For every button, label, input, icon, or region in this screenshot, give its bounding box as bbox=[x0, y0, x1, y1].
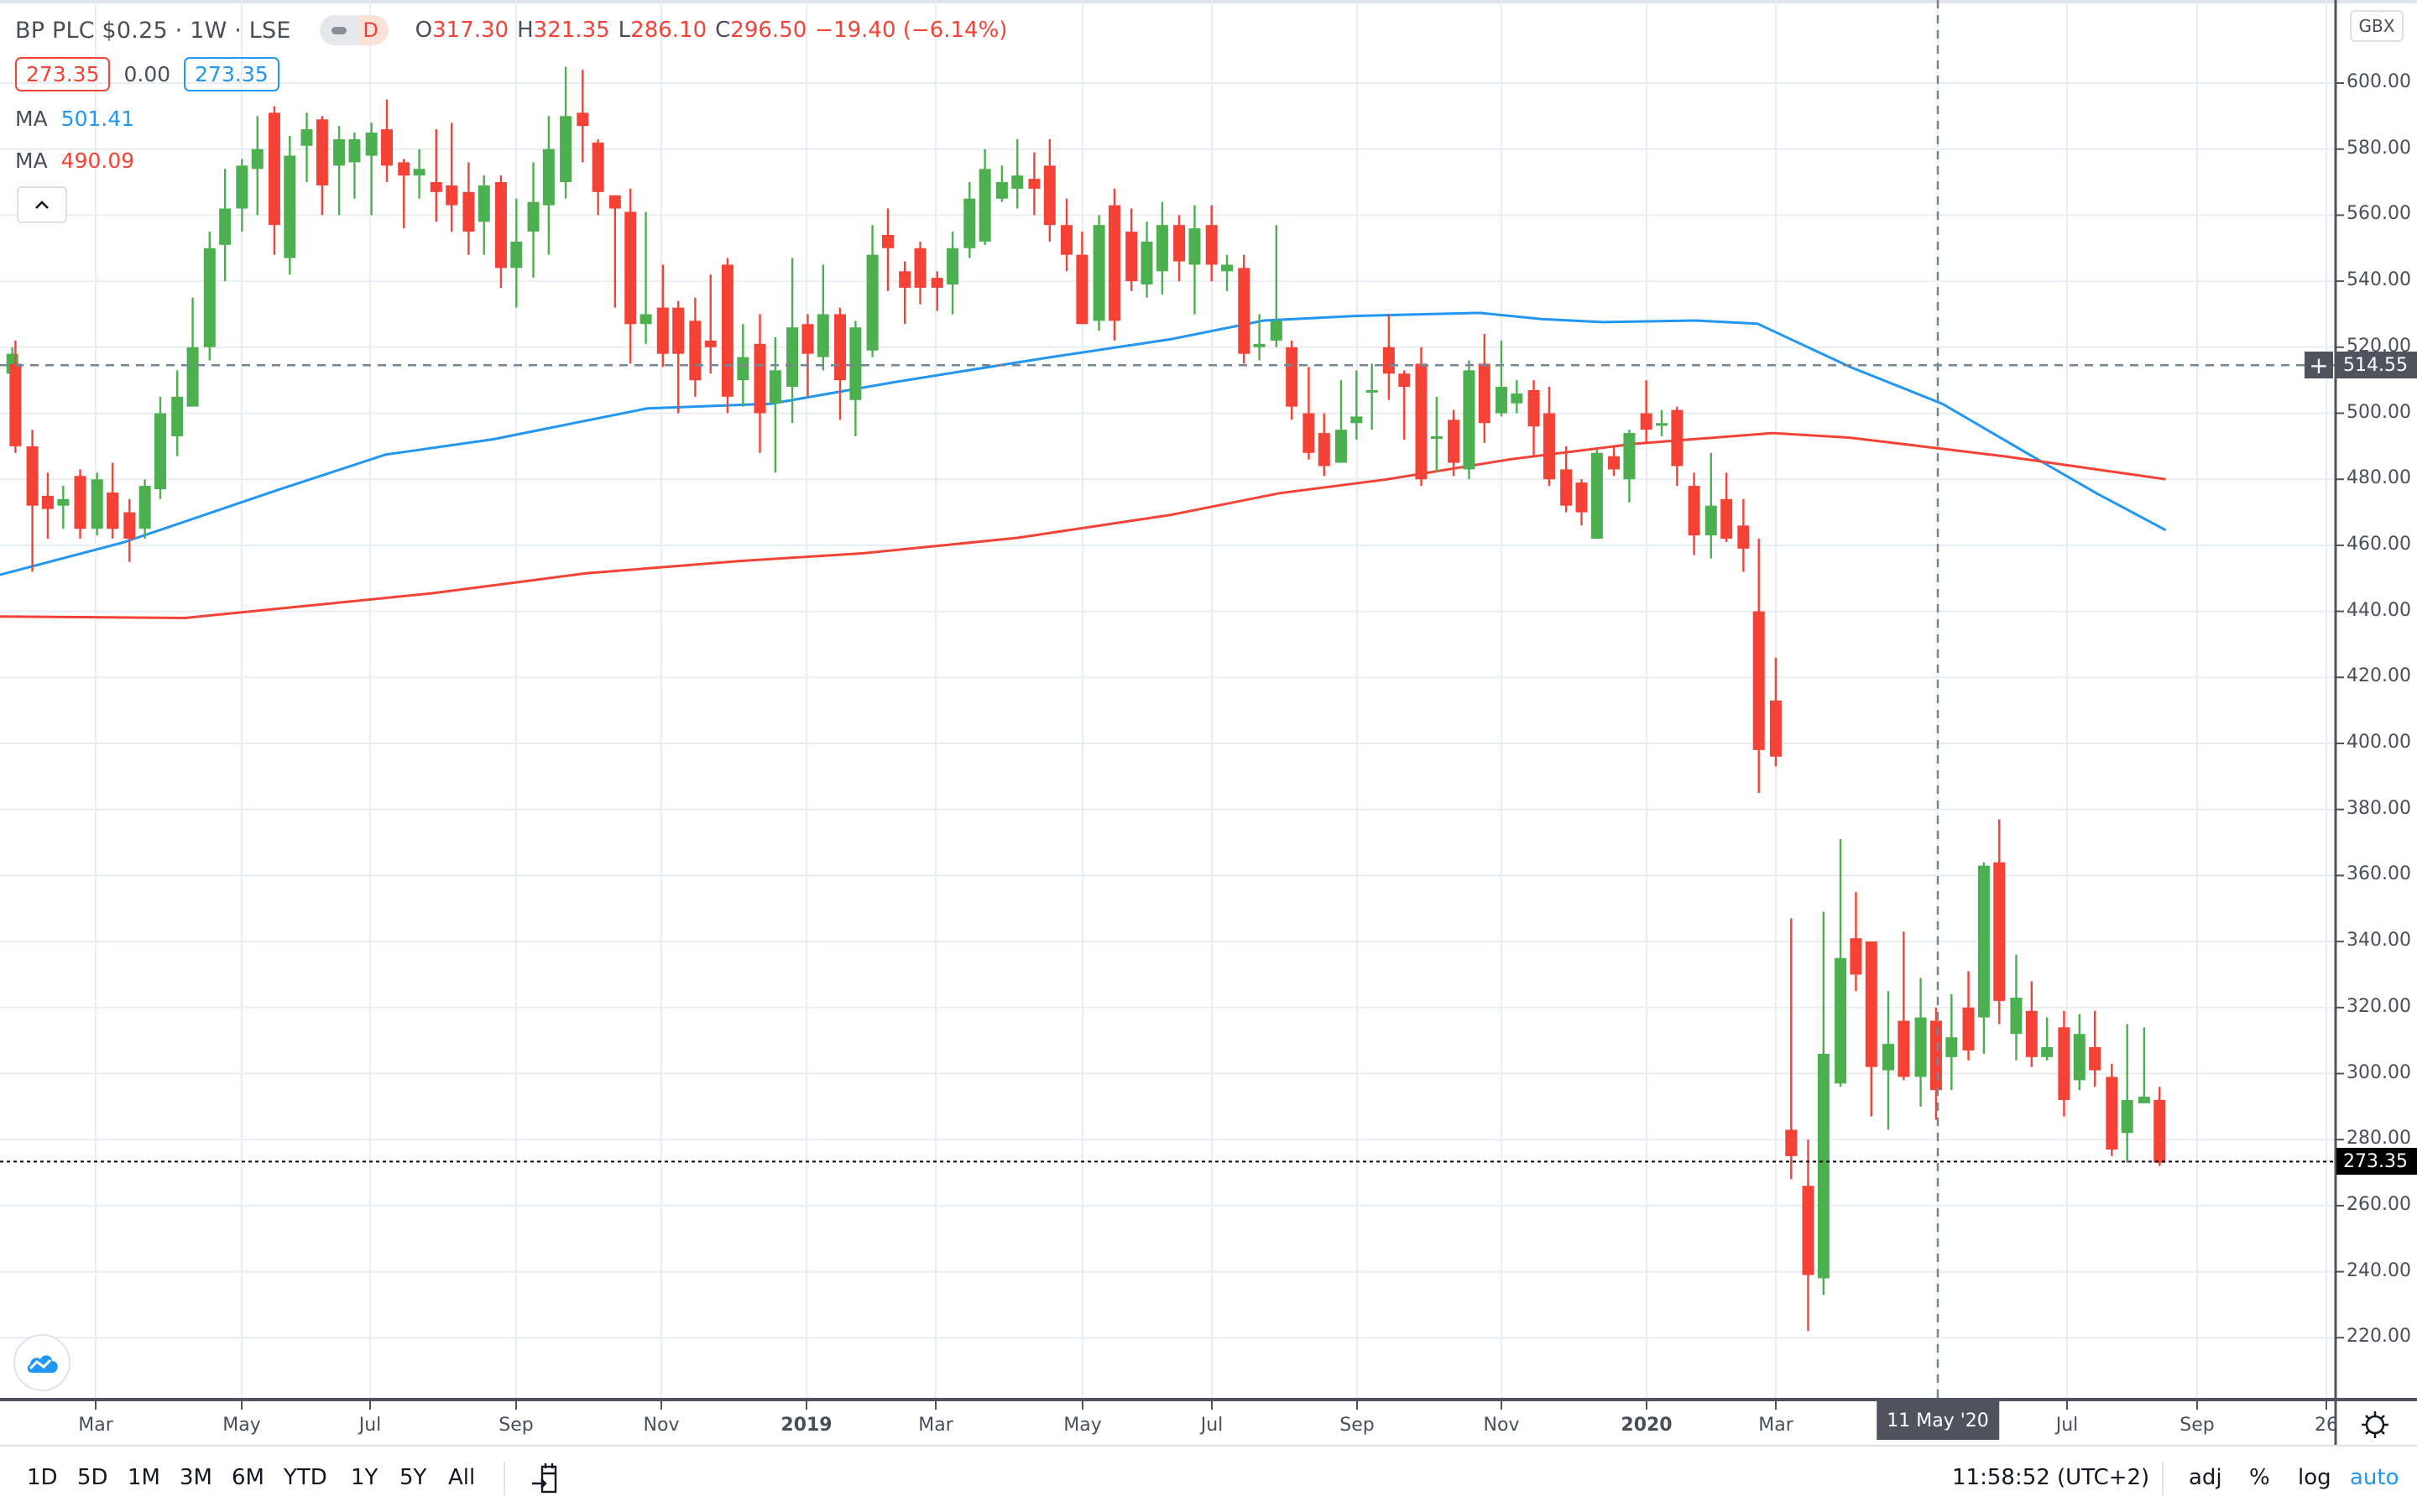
price-tick-label: 340.00 bbox=[2347, 930, 2411, 952]
last-price-label: 273.35 bbox=[2336, 1148, 2417, 1176]
percent-scale-toggle[interactable]: % bbox=[2249, 1465, 2270, 1490]
time-tick-label: Jul bbox=[1200, 1415, 1224, 1436]
time-tick-label: Jul bbox=[358, 1415, 382, 1436]
range-ytd-button[interactable]: YTD bbox=[284, 1465, 327, 1490]
price-tick-label: 480.00 bbox=[2347, 467, 2411, 489]
range-5y-button[interactable]: 5Y bbox=[399, 1465, 427, 1490]
open-label: O bbox=[415, 18, 433, 43]
sell-price-button[interactable]: 273.35 bbox=[15, 57, 111, 91]
price-tick-label: 280.00 bbox=[2347, 1128, 2411, 1150]
price-tick-label: 220.00 bbox=[2347, 1326, 2411, 1348]
chart-legend: BP PLC $0.25 · 1W · LSE D O317.30 H321.35… bbox=[15, 12, 1007, 175]
indicator-ma-slow[interactable]: MA 490.09 bbox=[15, 145, 1007, 175]
time-tick-label: 2020 bbox=[1621, 1415, 1673, 1436]
adjust-dividends-toggle[interactable]: adj bbox=[2189, 1465, 2222, 1490]
price-tick-label: 560.00 bbox=[2347, 203, 2411, 225]
spread-value: 0.00 bbox=[123, 62, 171, 86]
market-status-badge[interactable]: D bbox=[319, 15, 389, 45]
delayed-data-badge: D bbox=[358, 15, 389, 45]
bottom-toolbar: 1D 5D 1M 3M 6M YTD 1Y 5Y All 11:58:52 (U… bbox=[0, 1445, 2417, 1512]
time-tick-label: Jul bbox=[2055, 1415, 2079, 1436]
indicator-label: MA bbox=[15, 148, 48, 173]
auto-scale-toggle[interactable]: auto bbox=[2350, 1465, 2399, 1490]
currency-button[interactable]: GBX bbox=[2350, 10, 2404, 42]
range-3m-button[interactable]: 3M bbox=[180, 1465, 212, 1490]
range-1d-button[interactable]: 1D bbox=[27, 1465, 58, 1490]
toolbar-divider bbox=[504, 1462, 505, 1495]
range-all-button[interactable]: All bbox=[448, 1465, 476, 1490]
price-tick-label: 240.00 bbox=[2347, 1259, 2411, 1281]
price-tick-label: 460.00 bbox=[2347, 533, 2411, 555]
change-value: −19.40 (−6.14%) bbox=[815, 18, 1008, 43]
time-tick-label: Nov bbox=[1483, 1415, 1520, 1436]
time-tick-label: Sep bbox=[1339, 1415, 1375, 1436]
time-tick-label: 2019 bbox=[780, 1415, 833, 1436]
time-tick-label: Sep bbox=[499, 1415, 534, 1436]
bid-ask-row: 273.35 0.00 273.35 bbox=[15, 57, 1007, 91]
close-value: 296.50 bbox=[730, 18, 807, 43]
price-tick-label: 260.00 bbox=[2347, 1193, 2411, 1215]
legend-title-row: BP PLC $0.25 · 1W · LSE D O317.30 H321.35… bbox=[15, 12, 1007, 49]
price-tick-label: 440.00 bbox=[2347, 599, 2411, 621]
price-tick-label: 360.00 bbox=[2347, 863, 2411, 885]
time-tick-label: May bbox=[222, 1415, 261, 1436]
market-status-icon bbox=[319, 15, 358, 45]
high-label: H bbox=[517, 18, 534, 43]
indicator-value: 501.41 bbox=[60, 106, 135, 131]
range-1y-button[interactable]: 1Y bbox=[351, 1465, 378, 1490]
range-5d-button[interactable]: 5D bbox=[77, 1465, 108, 1490]
clock-timezone[interactable]: 11:58:52 (UTC+2) bbox=[1952, 1465, 2150, 1490]
log-scale-toggle[interactable]: log bbox=[2298, 1465, 2331, 1490]
time-tick-label: 26 bbox=[2315, 1415, 2338, 1436]
low-label: L bbox=[618, 18, 631, 43]
chevron-up-icon bbox=[35, 201, 49, 209]
buy-price-button[interactable]: 273.35 bbox=[184, 57, 279, 91]
price-tick-label: 500.00 bbox=[2347, 401, 2411, 423]
price-tick-label: 580.00 bbox=[2347, 137, 2411, 159]
cloud-logo-icon bbox=[27, 1355, 58, 1373]
range-6m-button[interactable]: 6M bbox=[232, 1465, 264, 1490]
high-value: 321.35 bbox=[533, 18, 610, 43]
indicator-ma-fast[interactable]: MA 501.41 bbox=[15, 103, 1007, 133]
time-tick-label: Sep bbox=[2179, 1415, 2215, 1436]
price-tick-label: 300.00 bbox=[2347, 1061, 2411, 1083]
open-value: 317.30 bbox=[432, 18, 509, 43]
price-tick-label: 420.00 bbox=[2347, 665, 2411, 687]
time-tick-label: Mar bbox=[918, 1415, 953, 1436]
price-tick-label: 600.00 bbox=[2347, 71, 2411, 92]
settings-gear-icon[interactable] bbox=[2358, 1408, 2392, 1442]
close-label: C bbox=[715, 18, 731, 43]
price-tick-label: 380.00 bbox=[2347, 797, 2411, 819]
time-tick-label: Nov bbox=[643, 1415, 680, 1436]
indicator-label: MA bbox=[15, 106, 48, 131]
ohlc-values: O317.30 H321.35 L286.10 C296.50 −19.40 (−6.1… bbox=[415, 18, 1008, 43]
crosshair-date-label: 11 May '20 bbox=[1877, 1401, 1999, 1440]
indicator-value: 490.09 bbox=[60, 148, 135, 173]
time-tick-label: Mar bbox=[1758, 1415, 1793, 1436]
time-tick-label: Mar bbox=[78, 1415, 113, 1436]
symbol-title[interactable]: BP PLC $0.25 · 1W · LSE bbox=[15, 17, 291, 44]
toolbar-divider bbox=[2162, 1462, 2164, 1495]
add-alert-plus-button[interactable]: + bbox=[2305, 352, 2333, 379]
price-tick-label: 540.00 bbox=[2347, 269, 2411, 291]
low-value: 286.10 bbox=[630, 18, 707, 43]
time-tick-label: May bbox=[1063, 1415, 1102, 1436]
collapse-legend-button[interactable] bbox=[17, 186, 67, 223]
crosshair-price-label: 514.55 bbox=[2336, 352, 2417, 379]
tradingview-logo[interactable] bbox=[13, 1334, 70, 1391]
price-tick-label: 320.00 bbox=[2347, 995, 2411, 1017]
price-tick-label: 400.00 bbox=[2347, 732, 2411, 753]
range-1m-button[interactable]: 1M bbox=[128, 1465, 160, 1490]
calendar-goto-icon[interactable] bbox=[530, 1462, 561, 1495]
